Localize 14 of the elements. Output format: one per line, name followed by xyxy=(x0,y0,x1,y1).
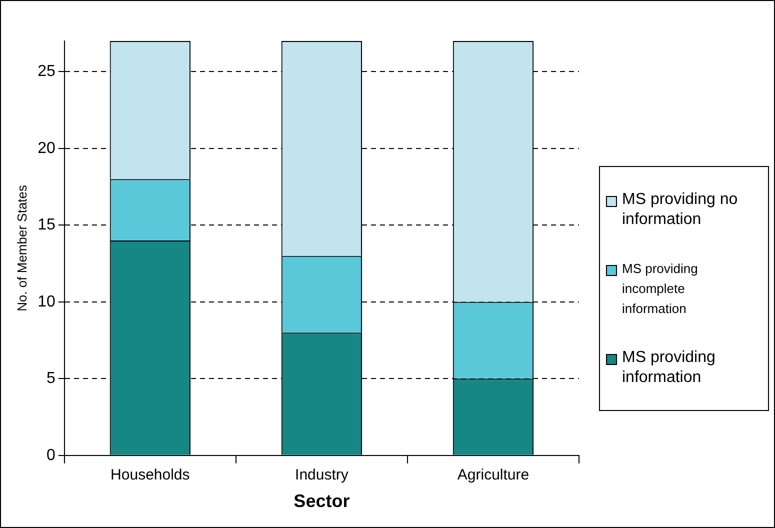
y-tick-label: 0 xyxy=(46,446,56,464)
x-tick-label: Households xyxy=(110,466,190,484)
legend-label: MS providing incomplete information xyxy=(622,260,699,318)
y-tick-label: 20 xyxy=(38,140,56,157)
x-tick-label: Industry xyxy=(295,466,349,484)
y-tick-label: 5 xyxy=(46,370,56,388)
x-axis-title: Sector xyxy=(294,491,350,512)
y-tick-label: 15 xyxy=(38,216,56,234)
y-tick-label: 10 xyxy=(38,293,56,310)
legend-label: MS providing information xyxy=(622,348,716,388)
y-tick-label: 25 xyxy=(38,63,56,80)
legend-label: MS providing no information xyxy=(622,190,739,230)
y-axis-title: No. of Member States xyxy=(14,184,30,312)
x-tick-label: Agriculture xyxy=(457,466,530,484)
